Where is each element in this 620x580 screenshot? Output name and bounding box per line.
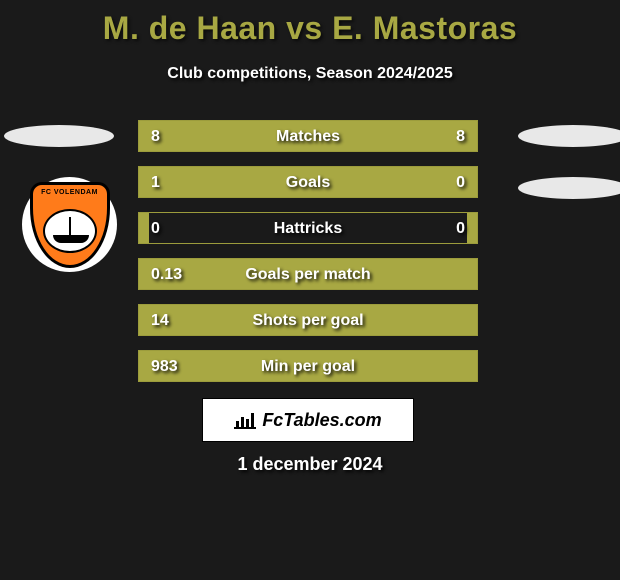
bar-label: Matches [139,121,477,152]
bar-label: Goals [139,167,477,198]
club-right-badge-placeholder [518,177,620,199]
date-label: 1 december 2024 [0,454,620,475]
bar-row: 983Min per goal [138,350,478,382]
club-left-badge: FC VOLENDAM [22,177,117,272]
player-right-photo-placeholder [518,125,620,147]
bar-row: 88Matches [138,120,478,152]
bar-label: Goals per match [139,259,477,290]
club-badge-shield: FC VOLENDAM [30,182,110,268]
bar-label: Min per goal [139,351,477,382]
club-badge-text: FC VOLENDAM [35,189,105,207]
bar-row: 00Hattricks [138,212,478,244]
fctables-bars-icon [234,411,256,429]
bar-row: 14Shots per goal [138,304,478,336]
club-badge-ship-icon [43,209,97,253]
fctables-label: FcTables.com [262,410,381,431]
bar-row: 0.13Goals per match [138,258,478,290]
page-subtitle: Club competitions, Season 2024/2025 [0,65,620,83]
player-left-photo-placeholder [4,125,114,147]
bar-label: Shots per goal [139,305,477,336]
bar-row: 10Goals [138,166,478,198]
fctables-watermark: FcTables.com [202,398,414,442]
comparison-bars: 88Matches 10Goals 00Hattricks 0.13Goals per… [138,120,478,396]
page-title: M. de Haan vs E. Mastoras [0,0,620,47]
bar-label: Hattricks [139,213,477,244]
